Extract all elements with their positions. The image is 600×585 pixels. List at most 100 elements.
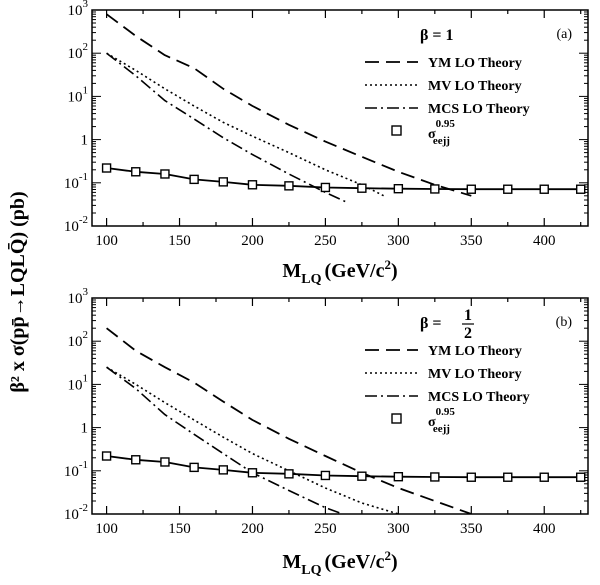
- data-marker-square: [576, 472, 586, 482]
- plot-frame: [91, 9, 589, 227]
- y-tick-label: 101: [68, 372, 89, 393]
- data-marker-square: [539, 184, 549, 194]
- x-tick-label: 100: [95, 233, 118, 249]
- beta-frac-numerator: 1: [464, 307, 472, 324]
- series-group: [101, 13, 586, 204]
- x-title-superscript: 2: [384, 548, 391, 563]
- y-tick-base: 1: [81, 133, 89, 149]
- y-tick-label: 1: [81, 421, 89, 437]
- x-tick-label: 400: [533, 233, 556, 249]
- x-tick-label: 250: [314, 233, 337, 249]
- beta-label: β =: [420, 315, 442, 332]
- y-tick-label: 10-2: [64, 214, 88, 235]
- y-tick-label: 102: [68, 41, 89, 62]
- series-line: [106, 52, 385, 197]
- y-tick-label: 10-1: [64, 171, 88, 192]
- data-marker-square: [160, 457, 170, 467]
- legend-subscript: eejj: [433, 135, 450, 147]
- data-marker-square: [466, 472, 476, 482]
- y-axis-title: β² x σ(pp̄→LQLQ̄) (pb): [7, 191, 29, 392]
- x-tick-label: 350: [460, 521, 483, 537]
- x-title-units: (GeV/c: [324, 260, 384, 282]
- y-tick-label: 10-1: [64, 459, 88, 480]
- data-marker-square: [189, 462, 199, 473]
- y-tick-base: 10: [68, 291, 83, 307]
- x-tick-label: 300: [387, 233, 410, 249]
- y-tick-base: 10: [68, 3, 83, 19]
- y-tick-exponent: 2: [83, 329, 89, 341]
- legend-label: MV LO Theory: [428, 79, 522, 94]
- legend-label: YM LO Theory: [428, 56, 522, 71]
- y-tick-exponent: -1: [79, 171, 88, 183]
- x-axis-title: MLQ (GeV/c2): [282, 548, 397, 578]
- legend-superscript: 0.95: [436, 406, 456, 418]
- legend-swatch-square: [391, 125, 402, 136]
- data-marker-square: [284, 181, 294, 191]
- legend-sigma: σ: [428, 415, 436, 430]
- data-marker-square: [218, 465, 228, 475]
- data-marker-square: [393, 184, 404, 194]
- data-marker-square: [576, 184, 586, 194]
- data-marker-square: [101, 163, 112, 173]
- y-tick-exponent: 1: [83, 372, 89, 384]
- x-title-close: ): [391, 551, 398, 573]
- y-tick-base: 10: [68, 46, 83, 62]
- y-tick-label: 1: [81, 133, 89, 149]
- legend-sigma: σ: [428, 127, 436, 142]
- series-line: [106, 327, 472, 514]
- data-marker-square: [160, 169, 170, 179]
- y-tick-base: 10: [64, 464, 79, 480]
- data-marker-square: [503, 184, 513, 194]
- data-marker-square: [430, 472, 440, 482]
- data-marker-square: [357, 471, 367, 481]
- y-tick-exponent: -2: [79, 502, 88, 514]
- x-title-close: ): [391, 260, 398, 282]
- panel-label: (b): [556, 315, 573, 330]
- x-tick-label: 200: [241, 233, 264, 249]
- data-marker-square: [320, 470, 331, 481]
- x-title-subscript: LQ: [301, 272, 321, 287]
- data-marker-square: [284, 469, 294, 479]
- y-tick-label: 103: [68, 286, 89, 307]
- data-marker-square: [357, 183, 367, 193]
- y-tick-base: 10: [68, 334, 83, 350]
- x-tick-label: 350: [460, 233, 483, 249]
- data-marker-square: [218, 177, 228, 187]
- x-tick-label: 400: [533, 521, 556, 537]
- panel-label: (a): [556, 27, 572, 42]
- x-tick-label: 200: [241, 521, 264, 537]
- y-tick-base: 10: [68, 377, 83, 393]
- x-title-main: M: [282, 551, 301, 573]
- data-marker-square: [131, 167, 141, 177]
- y-tick-exponent: 3: [83, 0, 89, 10]
- x-title-superscript: 2: [384, 257, 391, 272]
- beta-text: β =: [420, 315, 442, 332]
- data-marker-square: [131, 455, 141, 465]
- y-tick-exponent: 1: [83, 84, 89, 96]
- y-tick-label: 10-2: [64, 502, 88, 523]
- data-marker-square: [189, 174, 199, 185]
- legend-superscript: 0.95: [436, 118, 456, 130]
- x-axis-title: MLQ (GeV/c2): [282, 257, 397, 287]
- legend-label: YM LO Theory: [428, 344, 522, 359]
- data-marker-square: [320, 182, 331, 193]
- beta-text: β = 1: [420, 27, 454, 44]
- legend-label: MCS LO Theory: [428, 390, 530, 405]
- data-marker-square: [430, 184, 440, 194]
- legend-label: σ0.95 eejj: [428, 406, 455, 435]
- legend-label: σ0.95 eejj: [428, 118, 455, 147]
- beta-label: β = 1: [420, 27, 454, 44]
- data-marker-square: [393, 472, 404, 482]
- x-title-main: M: [282, 260, 301, 282]
- legend-label: MCS LO Theory: [428, 102, 530, 117]
- x-tick-label: 300: [387, 521, 410, 537]
- x-tick-label: 150: [168, 521, 191, 537]
- x-tick-label: 250: [314, 521, 337, 537]
- legend-swatch-square: [391, 413, 402, 424]
- y-tick-base: 10: [64, 176, 79, 192]
- y-tick-label: 102: [68, 329, 89, 350]
- y-tick-exponent: -1: [79, 459, 88, 471]
- x-title-subscript: LQ: [301, 563, 321, 578]
- y-tick-exponent: 3: [83, 286, 89, 298]
